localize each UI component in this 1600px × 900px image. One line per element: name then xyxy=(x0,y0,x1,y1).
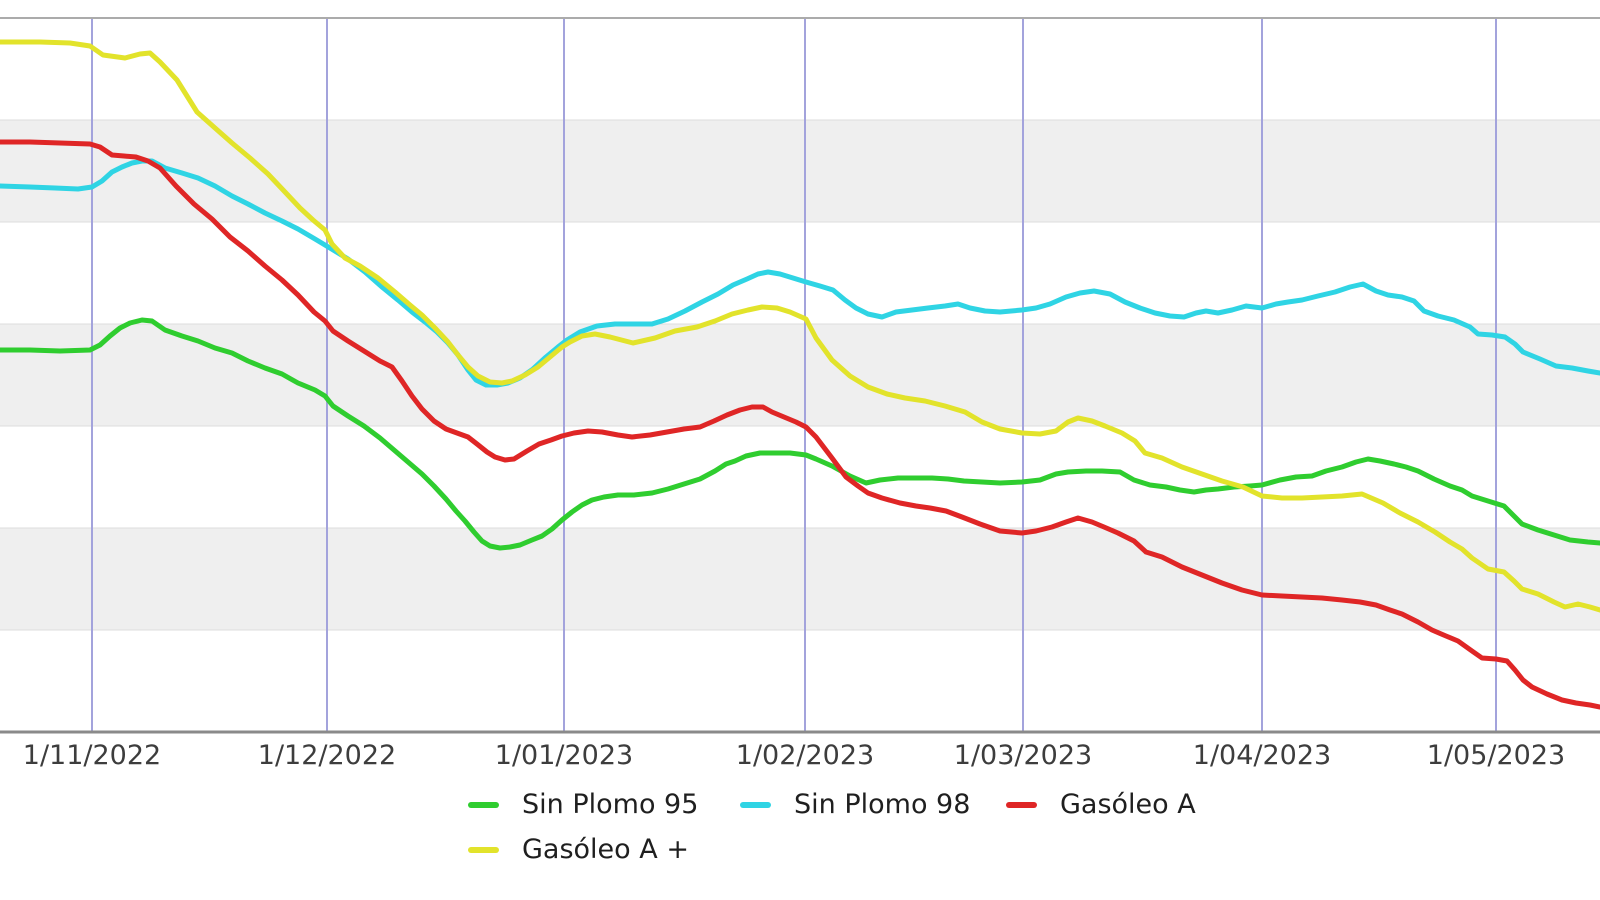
x-tick-label: 1/02/2023 xyxy=(735,740,875,771)
series-line-sin-plomo-95 xyxy=(0,317,1600,551)
legend-item-sin-plomo-95[interactable]: Sin Plomo 95 xyxy=(468,789,698,820)
plot-band xyxy=(0,18,1600,120)
plot-band xyxy=(0,120,1600,222)
plot-band xyxy=(0,324,1600,426)
legend-swatch-sin-plomo-98 xyxy=(740,801,771,808)
legend-swatch-gas-leo-a xyxy=(1006,801,1037,808)
x-tick-label: 1/11/2022 xyxy=(22,740,162,771)
x-tick-label: 1/03/2023 xyxy=(953,740,1093,771)
legend-item-sin-plomo-98[interactable]: Sin Plomo 98 xyxy=(740,789,970,820)
legend-label: Gasóleo A + xyxy=(522,834,689,865)
plot-band xyxy=(0,528,1600,630)
plot-band xyxy=(0,222,1600,324)
x-tick-label: 1/05/2023 xyxy=(1426,740,1566,771)
series-line-gas-leo-a xyxy=(0,139,1600,710)
price-history-plot-area xyxy=(0,17,1600,734)
plot-band xyxy=(0,630,1600,732)
series-line-gas-leo-a-plus xyxy=(0,39,1600,613)
legend-label: Gasóleo A xyxy=(1060,789,1196,820)
legend-item-gas-leo-a-plus[interactable]: Gasóleo A + xyxy=(468,834,689,865)
legend-swatch-sin-plomo-95 xyxy=(468,801,499,808)
legend-swatch-gas-leo-a-plus xyxy=(468,846,499,853)
x-tick-label: 1/12/2022 xyxy=(257,740,397,771)
legend-label: Sin Plomo 98 xyxy=(794,789,971,820)
series-line-sin-plomo-98 xyxy=(0,158,1600,388)
legend-item-gas-leo-a[interactable]: Gasóleo A xyxy=(1006,789,1196,820)
x-tick-label: 1/01/2023 xyxy=(494,740,634,771)
x-tick-label: 1/04/2023 xyxy=(1192,740,1332,771)
plot-band xyxy=(0,426,1600,528)
legend-label: Sin Plomo 95 xyxy=(522,789,699,820)
